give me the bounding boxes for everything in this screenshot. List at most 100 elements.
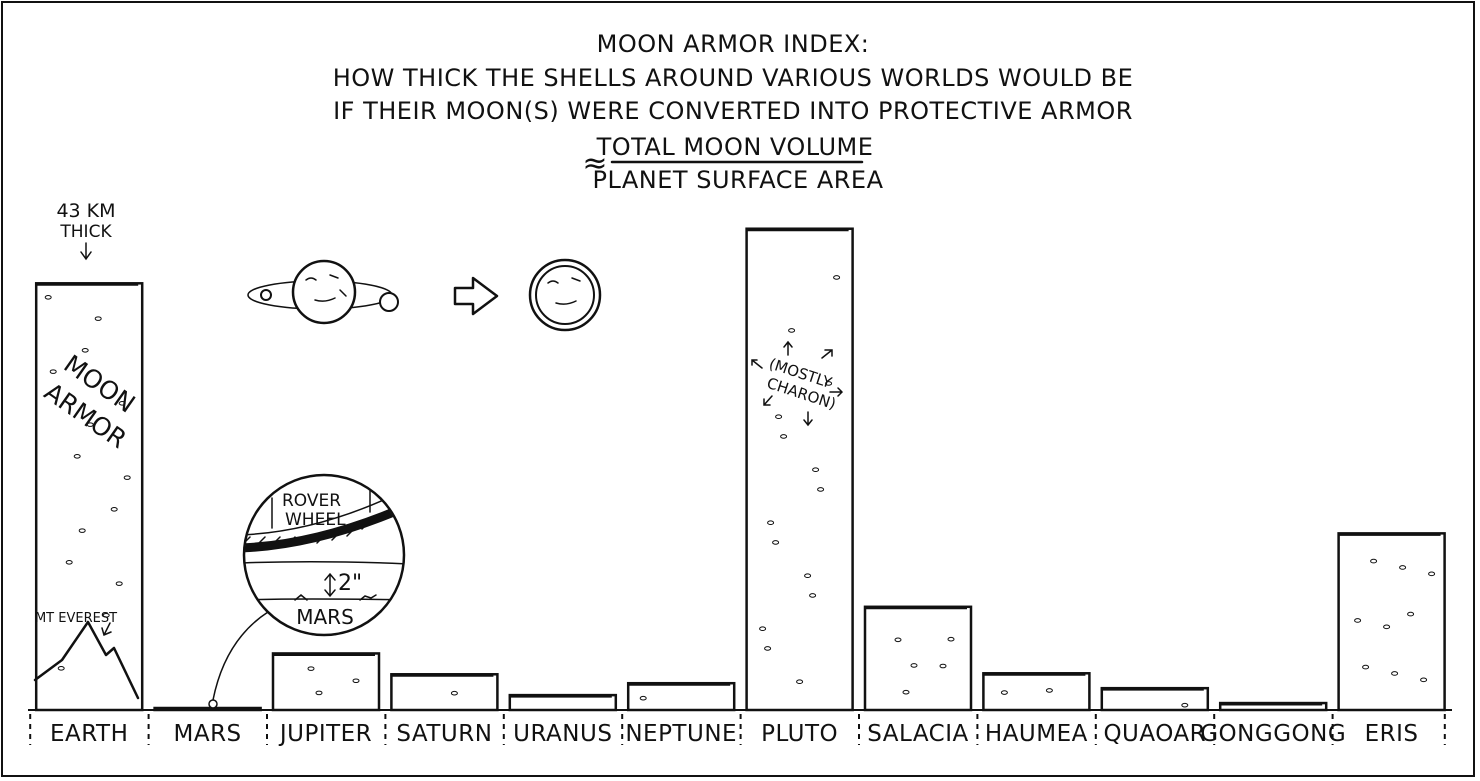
title-line-1: MOON ARMOR INDEX: <box>597 30 870 58</box>
bar-top-texture-salacia <box>864 606 967 610</box>
bar-speckle-eris <box>1391 671 1399 676</box>
bar-jupiter <box>271 652 381 712</box>
bar-speckle-earth <box>110 507 118 512</box>
bar-speckle-haumea <box>1045 688 1053 693</box>
category-label-jupiter: JUPITER <box>278 721 372 747</box>
zoom-pointer-line <box>212 611 269 701</box>
bar-speckle-salacia <box>910 663 918 668</box>
title-line-3: IF THEIR MOON(S) WERE CONVERTED INTO PRO… <box>333 97 1133 125</box>
planet-icon <box>291 259 357 325</box>
bar-top-texture-uranus <box>508 695 612 698</box>
bar-speckle-neptune <box>639 695 647 701</box>
zoom-circle <box>242 473 406 637</box>
bar-speckle-pluto <box>775 414 783 420</box>
earth-value-unit-label: THICK <box>59 222 112 242</box>
armor-top-surface <box>245 560 403 565</box>
bar-speckle-earth <box>115 581 123 586</box>
bar-speckle-pluto <box>772 540 780 545</box>
bar-quaoar <box>1100 686 1210 712</box>
bar-speckle-eris <box>1407 611 1415 617</box>
bar-speckle-pluto <box>825 381 833 386</box>
category-label-earth: EARTH <box>50 721 128 747</box>
chart-title: MOON ARMOR INDEX: HOW THICK THE SHELLS A… <box>333 30 1133 194</box>
bar-speckle-jupiter <box>307 666 315 671</box>
moon-large-icon <box>379 292 399 312</box>
category-label-quaoar: QUAOAR <box>1103 721 1206 747</box>
bar-top-texture-quaoar <box>1100 688 1204 691</box>
bar-uranus <box>508 693 618 712</box>
bar-speckle-earth <box>86 422 94 427</box>
bars-layer <box>28 227 1452 712</box>
mars-thickness-label: 2" <box>338 571 362 596</box>
category-label-haumea: HAUMEA <box>985 721 1088 747</box>
category-label-neptune: NEPTUNE <box>625 721 737 747</box>
bar-top-texture-neptune <box>627 683 731 686</box>
earth-value-arrow-icon <box>80 242 92 261</box>
bar-speckle-pluto <box>767 520 775 526</box>
bar-speckle-pluto <box>796 679 804 685</box>
mars-rocks <box>294 594 377 601</box>
mt-everest-mountain-icon <box>33 620 140 700</box>
bar-speckle-eris <box>1428 571 1436 577</box>
planet-surface-marks <box>305 274 347 302</box>
moon-illustration <box>247 258 602 332</box>
bar-speckle-eris <box>1362 664 1370 670</box>
category-label-gonggong: GONGGONG <box>1200 721 1346 747</box>
bar-speckle-jupiter <box>352 678 360 684</box>
bar-speckle-earth <box>49 369 57 374</box>
bar-salacia <box>863 605 973 712</box>
bar-speckle-eris <box>1383 624 1391 630</box>
bar-speckle-salacia <box>947 636 955 642</box>
category-label-saturn: SATURN <box>396 721 492 747</box>
bar-speckle-earth <box>94 316 102 321</box>
bar-speckle-eris <box>1354 618 1362 623</box>
bar-speckle-eris <box>1420 677 1428 683</box>
mars-inset-label: MARS <box>296 605 354 629</box>
bar-speckle-saturn <box>450 690 458 696</box>
mt-everest-label: MT EVEREST <box>35 611 117 626</box>
bar-speckle-pluto <box>780 434 788 439</box>
bar-speckle-haumea <box>1000 690 1008 695</box>
armored-planet-marks <box>547 277 581 305</box>
approx-symbol: ≈ <box>582 146 607 181</box>
bar-speckle-pluto <box>833 275 841 280</box>
category-label-salacia: SALACIA <box>867 721 969 747</box>
bar-speckle-earth <box>65 560 73 565</box>
bar-speckle-eris <box>1370 558 1378 564</box>
bar-speckle-earth <box>102 613 110 618</box>
bar-speckle-pluto <box>764 646 772 651</box>
moon-small-icon <box>260 289 272 301</box>
bar-speckle-pluto <box>812 467 820 473</box>
pluto-burst-arrows-icon <box>751 340 844 427</box>
bar-top-texture-jupiter <box>272 653 375 656</box>
bar-speckle-pluto <box>809 593 817 598</box>
bar-earth <box>34 282 144 712</box>
earth-value-label: 43 KM <box>56 200 115 222</box>
bar-speckle-earth <box>118 401 126 406</box>
bar-speckle-earth <box>123 475 131 480</box>
bar-speckle-eris <box>1399 565 1407 570</box>
bar-top-texture-pluto <box>745 228 849 232</box>
mars-zoom-inset: ROVER WHEEL 2" MARS <box>208 473 406 709</box>
bar-saturn <box>390 673 499 712</box>
thickness-arrow-icon <box>324 572 336 598</box>
bar-speckle-earth <box>57 666 65 671</box>
category-label-uranus: URANUS <box>513 721 612 747</box>
bar-speckle-pluto <box>759 626 767 632</box>
bar-speckle-quaoar <box>1181 702 1189 708</box>
formula-numerator: TOTAL MOON VOLUME <box>596 133 874 161</box>
armored-planet-icon <box>535 265 595 325</box>
category-label-eris: ERIS <box>1365 721 1419 747</box>
bar-haumea <box>982 672 1091 712</box>
rover-wheel-tire <box>245 500 403 553</box>
category-label-mars: MARS <box>174 721 242 747</box>
formula-denominator: PLANET SURFACE AREA <box>592 166 883 194</box>
bar-speckle-pluto <box>817 487 825 492</box>
category-label-pluto: PLUTO <box>761 721 838 747</box>
bar-top-texture-gonggong <box>1219 703 1323 706</box>
bar-top-texture-eris <box>1337 533 1441 536</box>
zoom-target-icon <box>208 699 218 709</box>
bar-mars <box>153 706 262 712</box>
category-labels-layer: EARTH MARS JUPITER SATURN URANUS NEPTUNE PLUTO… <box>29 714 1446 747</box>
